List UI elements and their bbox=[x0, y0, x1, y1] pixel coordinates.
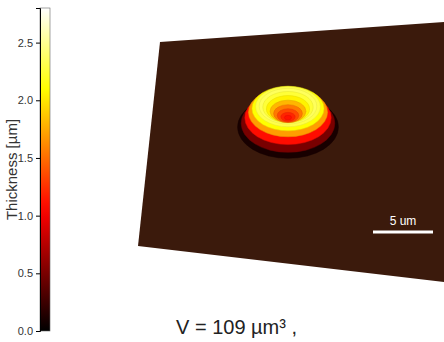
colorbar-tick: 2.0 bbox=[18, 94, 40, 106]
colorbar bbox=[40, 8, 50, 331]
colorbar-tick-label: 0.5 bbox=[18, 267, 33, 279]
thickness-ring bbox=[252, 86, 324, 131]
sample-plane bbox=[138, 22, 444, 282]
colorbar-tick: 2.5 bbox=[18, 37, 40, 49]
thickness-ring bbox=[284, 115, 291, 119]
colorbar-tick-mark bbox=[36, 331, 40, 332]
figure: 0.0 0.5 1.0 1.5 2.0 2.5 Thickness [µm] 5 um V = … bbox=[0, 0, 444, 342]
colorbar-tick-mark bbox=[36, 273, 40, 274]
annotation: V = 109 µm³ , bbox=[176, 316, 297, 338]
colorbar-tick-mark bbox=[36, 43, 40, 44]
thickness-ring bbox=[270, 100, 306, 122]
surface bbox=[238, 86, 339, 158]
thickness-ring bbox=[277, 109, 299, 122]
colorbar-tick-mark bbox=[36, 158, 40, 159]
colorbar-axis-line bbox=[36, 9, 41, 332]
thickness-ring bbox=[274, 105, 303, 123]
thickness-ring bbox=[281, 112, 295, 121]
colorbar-tick-mark bbox=[36, 216, 40, 217]
colorbar-tick-mark bbox=[36, 100, 40, 101]
colorbar-tick-label: 0.0 bbox=[18, 325, 33, 337]
thickness-ring bbox=[259, 88, 317, 124]
thickness-ring bbox=[256, 87, 321, 127]
thickness-ring bbox=[266, 96, 309, 123]
colorbar-tick: 1.0 bbox=[18, 210, 40, 222]
colorbar-tick-label: 1.5 bbox=[18, 152, 33, 164]
colorbar-tick-label: 2.0 bbox=[18, 94, 33, 106]
colorbar-axis: 0.0 0.5 1.0 1.5 2.0 2.5 bbox=[18, 9, 41, 338]
colorbar-tick: 0.5 bbox=[18, 267, 40, 279]
scale-bar-label: 5 um bbox=[390, 214, 417, 228]
colorbar-tick-label: 2.5 bbox=[18, 37, 33, 49]
colorbar-tick: 1.5 bbox=[18, 152, 40, 164]
colorbar-title: Thickness [µm] bbox=[3, 119, 20, 220]
thickness-ring bbox=[263, 91, 313, 122]
colorbar-tick-label: 1.0 bbox=[18, 210, 33, 222]
scale-bar bbox=[373, 231, 433, 234]
colorbar-tick: 0.0 bbox=[18, 325, 40, 337]
